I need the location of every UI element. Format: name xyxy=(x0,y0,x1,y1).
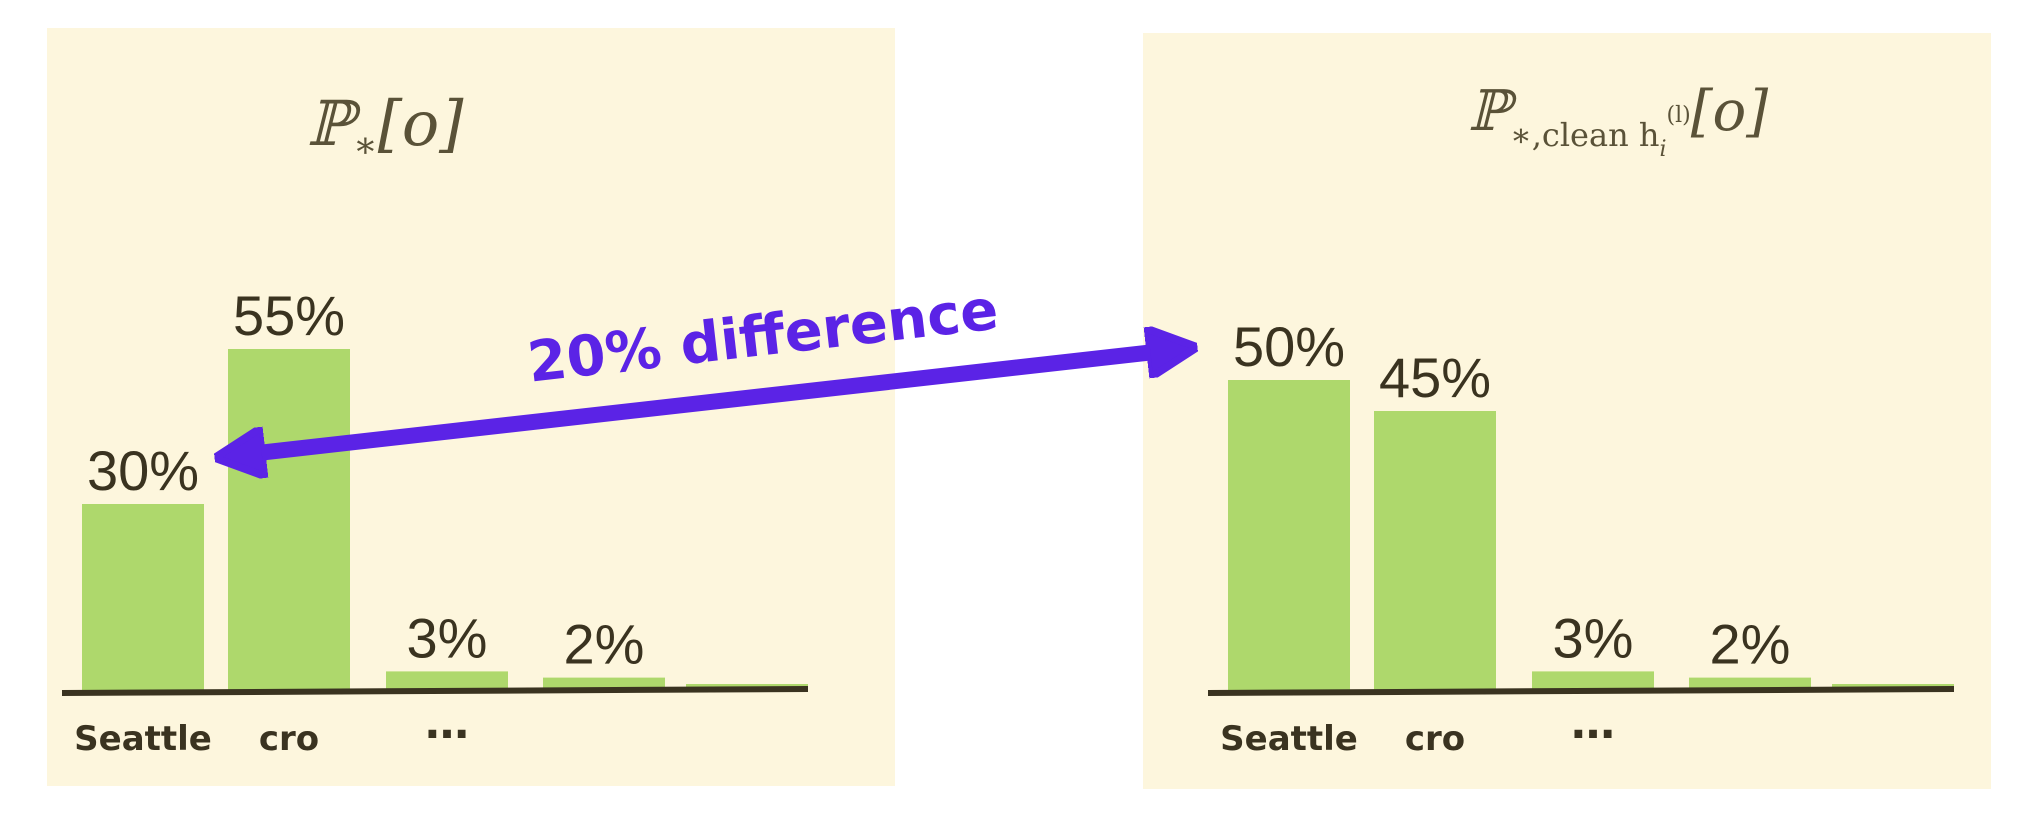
right-category-label-1: cro xyxy=(1405,719,1465,759)
left-chart-title-arg: [o] xyxy=(378,87,465,160)
left-chart-title-sub: ∗ xyxy=(353,125,377,166)
right-chart-baseline xyxy=(1207,686,1955,696)
left-chart-title: ℙ∗[o] xyxy=(307,87,465,166)
right-bar-3 xyxy=(1689,677,1811,690)
left-chart: ℙ∗[o] 30% Seattle 55% cro 3% … 2% xyxy=(47,28,895,786)
left-bar-1 xyxy=(228,349,350,690)
right-chart-title: ℙ∗,clean hi(l)[o] xyxy=(1468,79,1768,162)
right-category-label-2: … xyxy=(1571,698,1615,749)
right-bar-1 xyxy=(1374,411,1496,690)
right-chart-title-sub: ∗,clean h xyxy=(1510,116,1659,154)
right-chart-title-sub-i: i xyxy=(1659,137,1666,162)
right-bar-2 xyxy=(1532,671,1654,690)
right-value-label-3: 2% xyxy=(1710,613,1791,676)
left-chart-bars: 30% Seattle 55% cro 3% … 2% xyxy=(74,284,808,759)
left-value-label-0: 30% xyxy=(87,439,199,502)
left-category-label-0: Seattle xyxy=(74,719,212,759)
right-chart-title-arg: [o] xyxy=(1691,79,1769,144)
right-value-label-1: 45% xyxy=(1379,346,1491,409)
difference-arrow-line xyxy=(240,350,1172,455)
left-bar-0 xyxy=(82,504,204,690)
left-chart-baseline xyxy=(61,686,809,696)
right-chart-title-sup: (l) xyxy=(1667,103,1691,128)
right-value-label-2: 3% xyxy=(1553,606,1634,669)
right-chart: ℙ∗,clean hi(l)[o] 50% Seattle 45% cro 3% … 2% xyxy=(1143,33,1991,789)
right-chart-bars: 50% Seattle 45% cro 3% … 2% xyxy=(1220,315,1954,759)
left-category-label-1: cro xyxy=(259,719,319,759)
right-bar-0 xyxy=(1228,380,1350,690)
left-value-label-2: 3% xyxy=(407,606,488,669)
right-value-label-0: 50% xyxy=(1233,315,1345,378)
left-bar-3 xyxy=(543,677,665,690)
left-bar-2 xyxy=(386,671,508,690)
left-value-label-1: 55% xyxy=(233,284,345,347)
left-chart-title-base: ℙ xyxy=(307,87,362,160)
right-chart-title-base: ℙ xyxy=(1468,79,1518,144)
right-category-label-0: Seattle xyxy=(1220,719,1358,759)
left-category-label-2: … xyxy=(425,698,469,749)
left-value-label-3: 2% xyxy=(564,613,645,676)
